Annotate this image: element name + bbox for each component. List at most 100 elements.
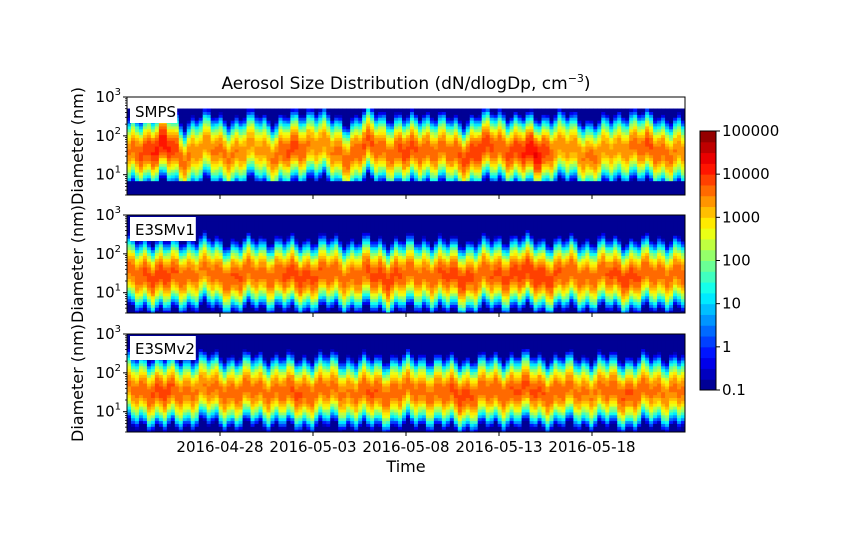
heatmap-cell: [609, 137, 614, 141]
heatmap-cell: [641, 134, 646, 138]
heatmap-cell: [354, 160, 359, 164]
heatmap-cell: [230, 174, 236, 179]
heatmap-cell: [318, 151, 323, 156]
heatmap-cell: [445, 125, 451, 130]
heatmap-cell: [437, 140, 443, 144]
heatmap-cell: [513, 154, 519, 159]
heatmap-cell: [657, 183, 662, 187]
heatmap-cell: [314, 146, 319, 150]
heatmap-cell: [170, 169, 176, 173]
heatmap-cell: [677, 192, 682, 195]
heatmap-cell: [138, 301, 144, 305]
heatmap-cell: [521, 157, 527, 162]
heatmap-cell: [182, 192, 188, 195]
heatmap-cell: [617, 186, 622, 190]
heatmap-cell: [238, 183, 244, 187]
heatmap-cell: [601, 183, 606, 187]
heatmap-cell: [354, 125, 359, 130]
heatmap-cell: [581, 125, 586, 130]
heatmap-cell: [417, 189, 423, 193]
heatmap-cell: [386, 143, 391, 147]
heatmap-cell: [250, 186, 256, 190]
heatmap-cell: [294, 117, 299, 121]
heatmap-cell: [461, 192, 467, 195]
heatmap-cell: [509, 122, 515, 127]
heatmap-cell: [525, 117, 531, 121]
heatmap-cell: [613, 122, 618, 127]
heatmap-cell: [673, 146, 678, 150]
heatmap-cell: [210, 220, 216, 225]
heatmap-cell: [421, 122, 427, 127]
heatmap-cell: [625, 163, 630, 167]
heatmap-cell: [585, 169, 590, 173]
heatmap-cell: [182, 298, 188, 303]
heatmap-cell: [665, 192, 670, 195]
heatmap-cell: [130, 246, 136, 251]
heatmap-cell: [513, 134, 519, 138]
heatmap-cell: [346, 186, 351, 190]
heatmap-cell: [477, 108, 483, 113]
heatmap-cell: [310, 134, 315, 138]
heatmap-cell: [150, 292, 156, 297]
heatmap-cell: [525, 160, 531, 164]
heatmap-cell: [541, 134, 547, 138]
heatmap-cell: [402, 174, 407, 179]
heatmap-cell: [378, 122, 383, 127]
heatmap-cell: [362, 122, 367, 127]
heatmap-cell: [665, 166, 670, 170]
heatmap-cell: [601, 140, 606, 144]
heatmap-cell: [437, 125, 443, 130]
heatmap-cell: [529, 151, 535, 156]
heatmap-cell: [198, 177, 204, 182]
heatmap-cell: [174, 154, 180, 159]
heatmap-cell: [198, 146, 204, 150]
heatmap-cell: [350, 117, 355, 121]
heatmap-cell: [154, 278, 160, 282]
heatmap-cell: [154, 304, 160, 308]
heatmap-cell: [597, 160, 602, 164]
heatmap-cell: [409, 131, 415, 136]
heatmap-cell: [358, 111, 363, 115]
heatmap-cell: [306, 174, 311, 179]
heatmap-cell: [127, 143, 132, 147]
heatmap-cell: [585, 117, 590, 121]
heatmap-cell: [501, 146, 507, 150]
heatmap-cell: [350, 120, 355, 124]
heatmap-cell: [386, 122, 391, 127]
heatmap-cell: [573, 171, 578, 176]
heatmap-cell: [573, 128, 578, 133]
heatmap-cell: [170, 281, 176, 285]
heatmap-cell: [593, 117, 598, 121]
heatmap-cell: [441, 128, 447, 133]
heatmap-cell: [206, 266, 212, 271]
heatmap-cell: [509, 125, 515, 130]
heatmap-cell: [246, 108, 252, 113]
heatmap-cell: [262, 125, 268, 130]
heatmap-cell: [202, 169, 208, 173]
heatmap-cell: [437, 122, 443, 127]
heatmap-cell: [413, 169, 419, 173]
heatmap-cell: [589, 148, 594, 153]
heatmap-cell: [613, 180, 618, 185]
heatmap-cell: [657, 169, 662, 173]
heatmap-cell: [258, 169, 264, 173]
heatmap-cell: [290, 192, 295, 195]
heatmap-cell: [613, 117, 618, 121]
heatmap-cell: [386, 111, 391, 115]
heatmap-cell: [326, 157, 331, 162]
heatmap-cell: [437, 163, 443, 167]
heatmap-cell: [665, 177, 670, 182]
heatmap-cell: [386, 163, 391, 167]
heatmap-cell: [142, 169, 148, 173]
heatmap-cell: [653, 131, 658, 136]
heatmap-cell: [489, 146, 495, 150]
heatmap-cell: [166, 151, 172, 156]
heatmap-cell: [493, 189, 499, 193]
heatmap-cell: [198, 171, 204, 176]
heatmap-cell: [497, 154, 503, 159]
heatmap-cell: [146, 298, 152, 303]
heatmap-cell: [210, 189, 216, 193]
heatmap-cell: [250, 122, 256, 127]
heatmap-cell: [238, 163, 244, 167]
heatmap-cell: [230, 111, 236, 115]
